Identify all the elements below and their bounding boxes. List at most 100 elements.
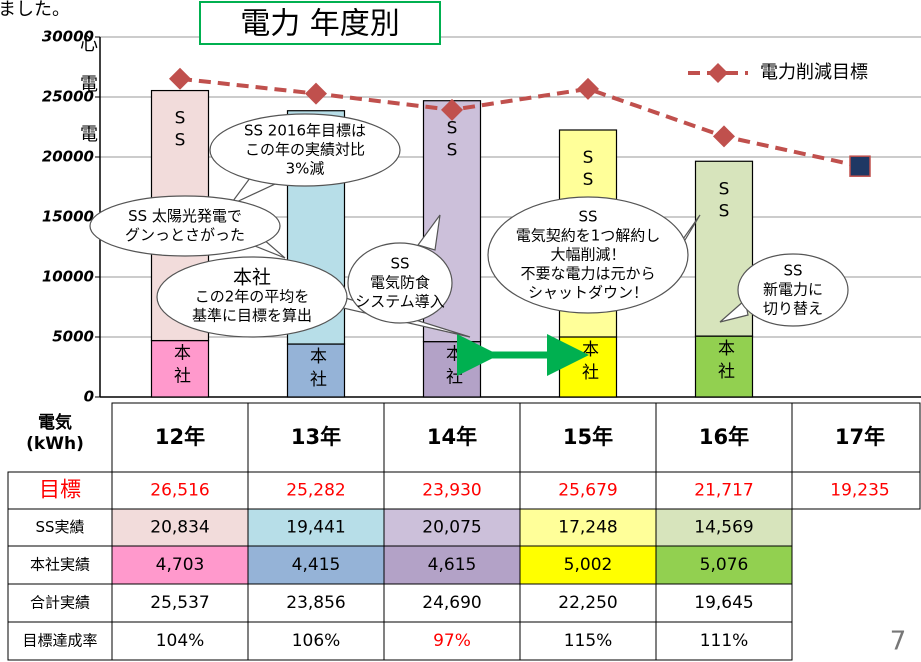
callout (737, 253, 849, 327)
callout-text: SS (783, 262, 802, 280)
background-text: 電 (80, 124, 98, 145)
table-cell (655, 471, 793, 510)
cell-text: 19,441 (286, 518, 345, 538)
callout-text: SS (578, 208, 597, 226)
x-tick-label: 12年 (155, 425, 205, 449)
callout-text: SS 太陽光発電で (128, 207, 242, 225)
table-cell (791, 471, 921, 510)
x-tick-label: 14年 (427, 425, 477, 449)
bar-segment (694, 335, 754, 398)
callout (209, 113, 401, 187)
table-header: (kWh) (26, 434, 84, 454)
segment-label: 本社 (306, 347, 327, 393)
cell-text: 19,235 (830, 481, 889, 501)
segment-label: 本社 (578, 340, 599, 386)
segment-label: SS (170, 109, 190, 153)
header-cell (519, 402, 657, 473)
callout-text: 電気防食 (370, 274, 430, 292)
cell-text: 21,717 (694, 481, 753, 501)
target-line (179, 76, 861, 169)
cell-text: 17,248 (558, 518, 617, 538)
table-cell (383, 583, 521, 623)
segment-label: SS (714, 179, 734, 223)
row-label-cell (7, 583, 113, 623)
cell-text: 97% (433, 631, 471, 651)
cell-text: 111% (700, 631, 749, 651)
segment-label: 本社 (170, 344, 191, 390)
y-tick-label: 10000 (42, 268, 94, 286)
table-cell (111, 545, 249, 585)
callout-text: 新電力に (763, 281, 823, 299)
callout-text: この年の実績対比 (245, 141, 365, 159)
legend-label: 電力削減目標 (760, 62, 868, 83)
row-label: 目標 (39, 478, 81, 502)
cell-text: 25,537 (150, 593, 209, 613)
cell-text: 23,856 (286, 593, 345, 613)
target-marker (169, 67, 191, 90)
segment-label: SS (442, 119, 462, 163)
table-cell (655, 621, 793, 661)
y-tick-label: 25000 (42, 88, 94, 106)
cell-text: 20,075 (422, 518, 481, 538)
table-cell (247, 583, 385, 623)
callout-text: 電気契約を1つ解約し (516, 227, 661, 245)
table-cell (247, 471, 385, 510)
y-tick-label: 15000 (42, 208, 94, 226)
target-marker (849, 155, 871, 177)
target-marker (577, 77, 599, 100)
header-cell (247, 402, 385, 473)
x-tick-label: 13年 (291, 425, 341, 449)
cell-text: 4,703 (156, 555, 205, 575)
cell-text: 4,615 (428, 555, 477, 575)
cell-text: 24,690 (422, 593, 481, 613)
bar-segment (286, 343, 346, 398)
callout (487, 196, 689, 314)
cell-text: 14,569 (694, 518, 753, 538)
background-text: ました。 (0, 0, 70, 20)
table-cell (247, 508, 385, 547)
table-cell (519, 508, 657, 547)
y-tick-label: 0 (84, 388, 94, 406)
table-cell (111, 583, 249, 623)
callout-text: 不要な電力は元から (520, 265, 655, 283)
table-cell (111, 471, 249, 510)
cell-text: 26,516 (150, 481, 209, 501)
callout-text: 大幅削減！ (550, 246, 625, 264)
page-number: 7 (890, 627, 907, 657)
cell-text: 22,250 (558, 593, 617, 613)
target-marker (305, 82, 327, 105)
table-cell (247, 545, 385, 585)
cell-text: 19,645 (694, 593, 753, 613)
background-text: 電 (80, 74, 98, 95)
callout-text: システム導入 (355, 293, 445, 311)
header-cell (111, 402, 249, 473)
title-box (199, 1, 441, 45)
cell-text: 25,679 (558, 481, 617, 501)
cell-text: 104% (156, 631, 205, 651)
callout (347, 242, 453, 324)
callout-text: シャットダウン！ (528, 284, 648, 302)
table-cell (519, 545, 657, 585)
cell-text: 106% (292, 631, 341, 651)
y-tick-label: 20000 (42, 148, 94, 166)
cell-text: 20,834 (150, 518, 209, 538)
row-label-cell (7, 621, 113, 661)
cell-text: 25,282 (286, 481, 345, 501)
segment-label: 本社 (714, 339, 735, 385)
chart-title: 電力 年度別 (240, 7, 400, 42)
x-tick-label: 17年 (835, 425, 885, 449)
row-label: SS実績 (35, 518, 84, 536)
row-label: 合計実績 (30, 594, 90, 612)
callout-text: この2年の平均を (195, 288, 310, 306)
table-cell (655, 583, 793, 623)
callout (89, 195, 281, 257)
y-tick-label: 5000 (52, 328, 94, 346)
table-cell (383, 545, 521, 585)
cell-text: 23,930 (422, 481, 481, 501)
table-cell (383, 508, 521, 547)
callout-tail (417, 214, 441, 251)
x-tick-label: 15年 (563, 425, 613, 449)
callout-text: 基準に目標を算出 (192, 307, 312, 325)
callout-text: SS (390, 255, 409, 273)
